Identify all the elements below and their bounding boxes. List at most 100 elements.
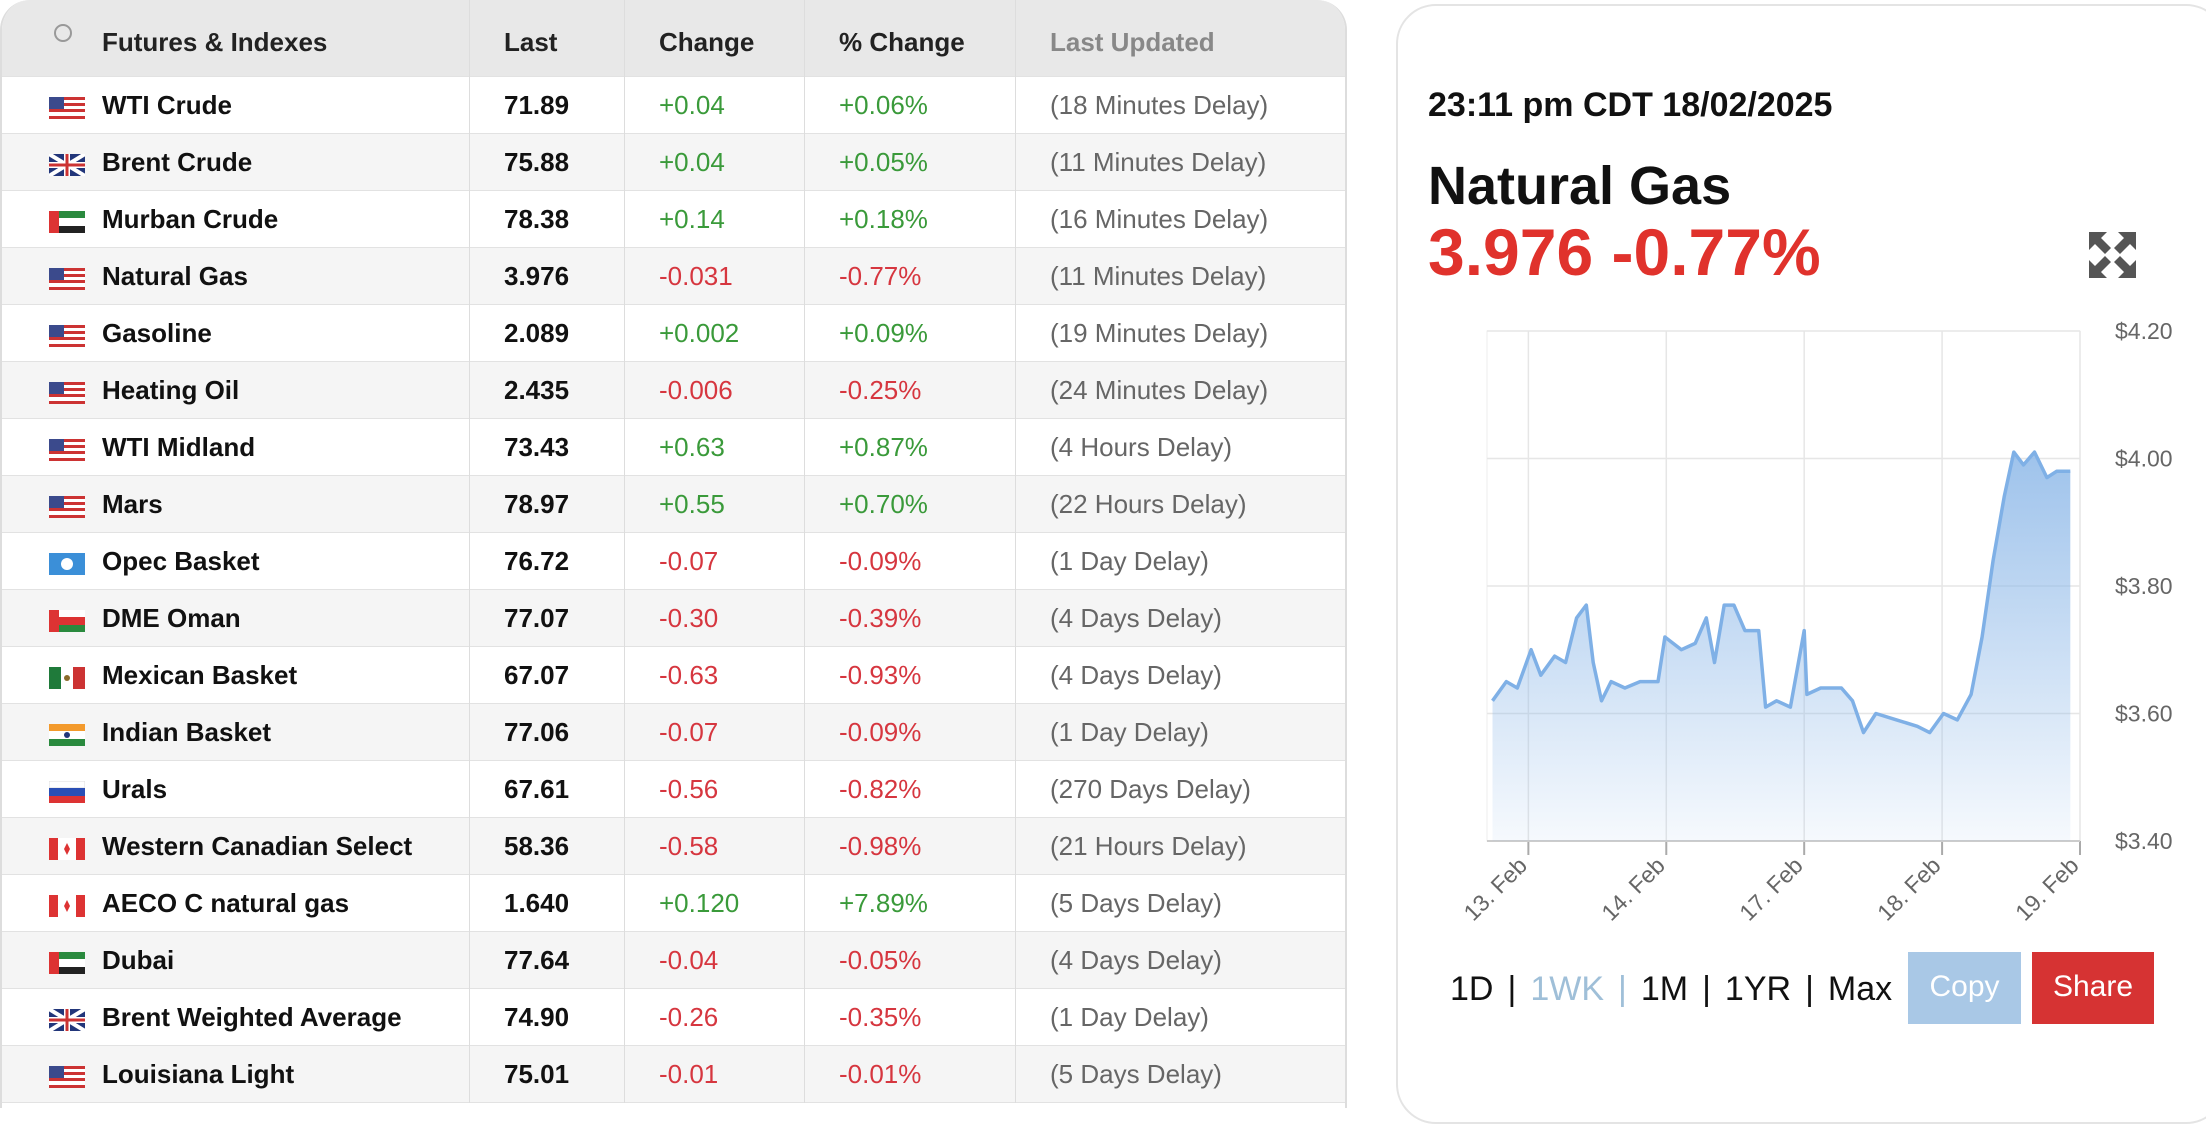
instrument-name: Natural Gas xyxy=(1428,156,1732,216)
range-button[interactable]: 1YR xyxy=(1724,970,1792,1008)
flag-icon xyxy=(49,553,85,575)
timestamp: 23:11 pm CDT 18/02/2025 xyxy=(1428,86,1833,124)
header-cell: Last xyxy=(470,0,625,77)
updated-cell: (1 Day Delay) xyxy=(1050,717,1209,747)
last-cell: 74.90 xyxy=(470,989,625,1046)
pct-change-cell: -0.77% xyxy=(805,248,1016,305)
updated-cell: (5 Days Delay) xyxy=(1050,1059,1222,1089)
expand-icon[interactable] xyxy=(2089,232,2136,278)
chart: $3.40 $3.60 $3.80 $4.00 $4.20 13. Feb 14. Feb 1… xyxy=(1458,318,2173,926)
change-cell: -0.58 xyxy=(625,818,805,875)
last-cell: 75.01 xyxy=(470,1046,625,1103)
change-cell: -0.07 xyxy=(625,704,805,761)
last-cell: 78.38 xyxy=(470,191,625,248)
flag-icon xyxy=(49,838,85,860)
range-separator: | xyxy=(1618,970,1627,1008)
table-row: Indian Basket 77.06 -0.07 -0.09% (1 Day Dela… xyxy=(2,704,1345,761)
last-cell: 1.640 xyxy=(470,875,625,932)
name-cell: Brent Weighted Average xyxy=(2,989,470,1046)
last-cell: 58.36 xyxy=(470,818,625,875)
change-cell: +0.04 xyxy=(625,77,805,134)
name-cell: Gasoline xyxy=(2,305,470,362)
flag-icon xyxy=(49,952,85,974)
table-row: Gasoline 2.089 +0.002 +0.09% (19 Minutes Del… xyxy=(2,305,1345,362)
last-cell: 75.88 xyxy=(470,134,625,191)
table-row: WTI Midland 73.43 +0.63 +0.87% (4 Hours Dela… xyxy=(2,419,1345,476)
range-selector: 1D | 1WK | 1M | 1YR | Max xyxy=(1450,970,1892,1009)
last-cell: 77.64 xyxy=(470,932,625,989)
flag-icon xyxy=(49,781,85,803)
last-cell: 77.07 xyxy=(470,590,625,647)
last-cell: 3.976 xyxy=(470,248,625,305)
change-cell: -0.26 xyxy=(625,989,805,1046)
pct-change-cell: +0.05% xyxy=(805,134,1016,191)
y-tick-label: $4.00 xyxy=(2115,446,2173,472)
table-row: Heating Oil 2.435 -0.006 -0.25% (24 Minutes … xyxy=(2,362,1345,419)
updated-cell: (5 Days Delay) xyxy=(1050,888,1222,918)
updated-cell: (21 Hours Delay) xyxy=(1050,831,1247,861)
change-cell: +0.63 xyxy=(625,419,805,476)
range-button[interactable]: 1M xyxy=(1640,970,1689,1008)
flag-icon xyxy=(49,325,85,347)
pct-change-cell: -0.35% xyxy=(805,989,1016,1046)
header-cell: Last Updated xyxy=(1050,27,1215,57)
flag-icon xyxy=(49,1009,85,1031)
change-cell: -0.006 xyxy=(625,362,805,419)
pct-change-cell: +0.87% xyxy=(805,419,1016,476)
name-cell: Brent Crude xyxy=(2,134,470,191)
flag-icon xyxy=(49,667,85,689)
change-cell: -0.07 xyxy=(625,533,805,590)
name-cell: WTI Crude xyxy=(2,77,470,134)
y-tick-label: $4.20 xyxy=(2115,318,2173,344)
table-row: Natural Gas 3.976 -0.031 -0.77% (11 Minutes … xyxy=(2,248,1345,305)
y-tick-label: $3.60 xyxy=(2115,701,2173,727)
table-row: Brent Weighted Average 74.90 -0.26 -0.35% (1… xyxy=(2,989,1345,1046)
name-cell: Heating Oil xyxy=(2,362,470,419)
updated-cell: (4 Days Delay) xyxy=(1050,660,1222,690)
name-cell: Mexican Basket xyxy=(2,647,470,704)
range-separator: | xyxy=(1507,970,1517,1008)
header-cell: Change xyxy=(625,0,805,77)
futures-table: Futures & Indexes Last Change% Change Last … xyxy=(0,0,1347,1108)
updated-cell: (4 Days Delay) xyxy=(1050,945,1222,975)
table-row: Mars 78.97 +0.55 +0.70% (22 Hours Delay) xyxy=(2,476,1345,533)
price: 3.976 -0.77% xyxy=(1428,214,1821,290)
last-cell: 76.72 xyxy=(470,533,625,590)
last-cell: 2.089 xyxy=(470,305,625,362)
range-button[interactable]: 1D xyxy=(1450,970,1494,1008)
share-button[interactable]: Share xyxy=(2032,952,2154,1024)
table-row: Mexican Basket 67.07 -0.63 -0.93% (4 Days De… xyxy=(2,647,1345,704)
change-cell: +0.120 xyxy=(625,875,805,932)
name-cell: Louisiana Light xyxy=(2,1046,470,1103)
table-row: DME Oman 77.07 -0.30 -0.39% (4 Days Delay) xyxy=(2,590,1345,647)
flag-icon xyxy=(49,1066,85,1088)
pct-change-cell: +0.18% xyxy=(805,191,1016,248)
flag-icon xyxy=(49,154,85,176)
pct-change-cell: -0.05% xyxy=(805,932,1016,989)
change-cell: -0.031 xyxy=(625,248,805,305)
name-cell: Indian Basket xyxy=(2,704,470,761)
change-cell: +0.14 xyxy=(625,191,805,248)
flag-icon xyxy=(49,382,85,404)
price-value: 3.976 xyxy=(1428,215,1594,289)
flag-icon xyxy=(49,610,85,632)
updated-cell: (24 Minutes Delay) xyxy=(1050,375,1269,405)
flag-icon xyxy=(49,97,85,119)
range-button[interactable]: 1WK xyxy=(1530,970,1604,1008)
flag-icon xyxy=(49,439,85,461)
name-cell: Opec Basket xyxy=(2,533,470,590)
updated-cell: (1 Day Delay) xyxy=(1050,546,1209,576)
change-cell: -0.56 xyxy=(625,761,805,818)
range-button[interactable]: Max xyxy=(1827,970,1893,1008)
copy-button[interactable]: Copy xyxy=(1908,952,2021,1024)
y-tick-label: $3.40 xyxy=(2115,828,2173,854)
header-cell: Futures & Indexes xyxy=(2,0,470,77)
x-tick-label: 14. Feb xyxy=(1596,852,1670,926)
name-cell: Western Canadian Select xyxy=(2,818,470,875)
last-cell: 77.06 xyxy=(470,704,625,761)
updated-cell: (11 Minutes Delay) xyxy=(1050,261,1267,291)
table-row: Louisiana Light 75.01 -0.01 -0.01% (5 Days D… xyxy=(2,1046,1345,1103)
updated-cell: (4 Hours Delay) xyxy=(1050,432,1233,462)
table-row: Urals 67.61 -0.56 -0.82% (270 Days Delay) xyxy=(2,761,1345,818)
flag-icon xyxy=(49,496,85,518)
